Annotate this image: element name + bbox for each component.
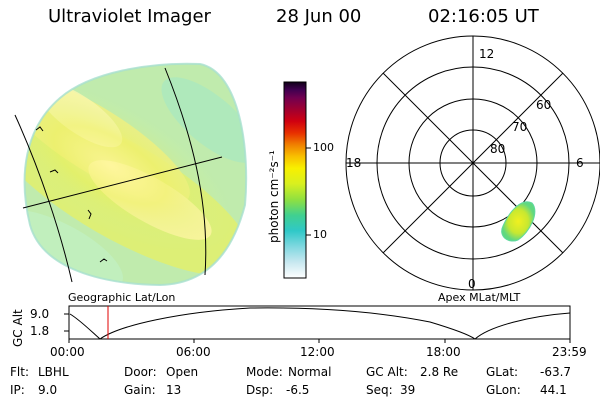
mlt-label-0: 0: [468, 277, 476, 291]
geographic-caption: Geographic Lat/Lon: [68, 291, 176, 304]
gain-value: 13: [166, 383, 182, 397]
auroral-image: [14, 62, 248, 287]
mode-value: Normal: [288, 365, 332, 379]
altitude-curve: [69, 307, 571, 340]
time-label: 02:16:05 UT: [428, 6, 539, 27]
gain-label: Gain:: [124, 383, 156, 397]
door-value: Open: [166, 365, 199, 379]
mlt-label-6: 6: [576, 156, 584, 170]
x-tick-2359: 23:59: [552, 345, 587, 359]
gc-alt-tick-1-8: 1.8: [30, 324, 50, 338]
flt-value: LBHL: [38, 365, 69, 379]
gc-alt-axis-label: GC Alt: [11, 309, 25, 347]
color-bar: [283, 81, 311, 279]
dsp-value: -6.5: [286, 383, 310, 397]
gc-alt-value: 2.8 Re: [420, 365, 459, 379]
polar-plot: [345, 35, 600, 291]
mlt-label-18: 18: [346, 156, 362, 170]
x-tick-1800: 18:00: [426, 345, 461, 359]
ip-value: 9.0: [38, 383, 58, 397]
flt-label: Flt:: [10, 365, 29, 379]
glat-value: -63.7: [540, 365, 572, 379]
seq-value: 39: [400, 383, 416, 397]
apex-caption: Apex MLat/MLT: [438, 291, 521, 304]
dsp-label: Dsp:: [246, 383, 274, 397]
x-tick-0600: 06:00: [176, 345, 211, 359]
door-label: Door:: [124, 365, 157, 379]
mode-label: Mode:: [246, 365, 283, 379]
date-label: 28 Jun 00: [276, 6, 362, 27]
colorbar-unit: photon cm⁻²s⁻¹: [267, 150, 281, 243]
gc-alt-label: GC Alt:: [366, 365, 408, 379]
mlat-label-60: 60: [536, 98, 552, 112]
glon-value: 44.1: [540, 383, 567, 397]
ip-label: IP:: [10, 383, 25, 397]
instrument-title: Ultraviolet Imager: [48, 6, 211, 27]
glat-label: GLat:: [486, 365, 519, 379]
x-tick-0000: 00:00: [50, 345, 85, 359]
x-tick-1200: 12:00: [300, 345, 335, 359]
colorbar-tick-10: 10: [313, 228, 327, 241]
seq-label: Seq:: [366, 383, 393, 397]
altitude-plot: [64, 305, 571, 343]
mlt-label-12: 12: [479, 47, 495, 61]
colorbar-tick-100: 100: [313, 141, 334, 154]
mlat-label-70: 70: [512, 120, 528, 134]
gc-alt-tick-9: 9.0: [30, 307, 50, 321]
glon-label: GLon:: [486, 383, 521, 397]
auroral-spot: [501, 201, 536, 242]
mlat-label-80: 80: [490, 142, 506, 156]
